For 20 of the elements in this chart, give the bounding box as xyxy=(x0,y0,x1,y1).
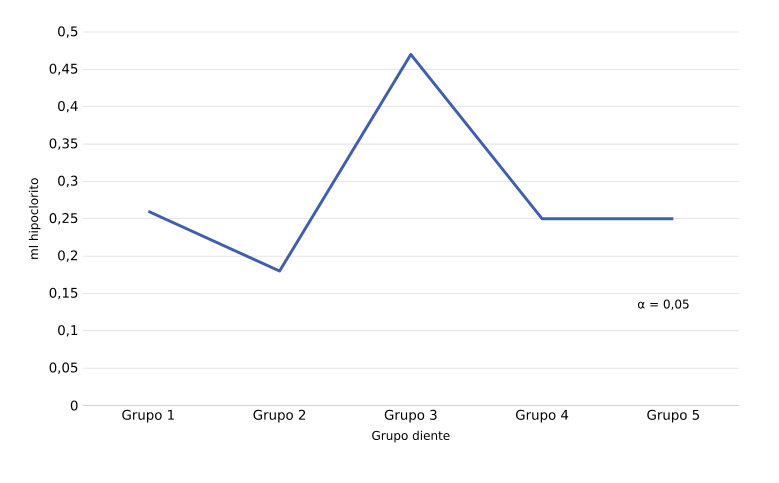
y-tick-label: 0,2 xyxy=(58,250,78,262)
y-tick-label: 0,5 xyxy=(58,26,78,38)
y-tick-label: 0,45 xyxy=(50,64,78,76)
x-axis-title: Grupo diente xyxy=(372,430,450,442)
y-tick-label: 0,15 xyxy=(50,288,78,300)
x-tick-label: Grupo 4 xyxy=(516,410,568,423)
y-tick-label: 0,4 xyxy=(58,101,78,112)
x-tick-label: Grupo 1 xyxy=(122,410,174,423)
y-axis-title: ml hipoclorito xyxy=(28,178,40,259)
x-tick-label: Grupo 2 xyxy=(254,410,306,423)
y-tick-label: 0 xyxy=(70,400,78,411)
y-tick-label: 0,05 xyxy=(50,362,78,374)
x-tick-label: Grupo 5 xyxy=(647,410,699,423)
annotation: α = 0,05 xyxy=(638,300,689,310)
y-tick-label: 0,35 xyxy=(50,138,78,150)
y-tick-label: 0,3 xyxy=(58,176,78,188)
line-series xyxy=(146,53,675,273)
x-tick-label: Grupo 3 xyxy=(384,410,437,423)
y-tick-label: 0,1 xyxy=(58,325,78,337)
y-tick-label: 0,25 xyxy=(50,213,78,225)
